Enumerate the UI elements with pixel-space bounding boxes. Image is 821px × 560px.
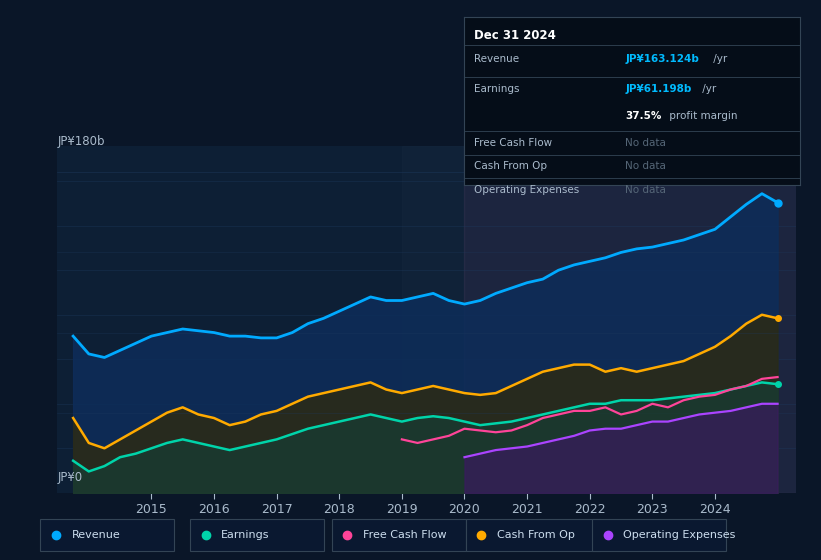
FancyBboxPatch shape	[332, 519, 466, 551]
Text: Earnings: Earnings	[222, 530, 270, 540]
FancyBboxPatch shape	[592, 519, 726, 551]
Text: JP¥0: JP¥0	[57, 472, 83, 484]
Text: Earnings: Earnings	[474, 84, 520, 94]
Text: Cash From Op: Cash From Op	[474, 161, 547, 171]
Text: JP¥61.198b: JP¥61.198b	[626, 84, 692, 94]
Bar	[465, 146, 809, 493]
FancyBboxPatch shape	[40, 519, 174, 551]
Text: Revenue: Revenue	[71, 530, 121, 540]
Text: Revenue: Revenue	[474, 54, 519, 64]
Text: /yr: /yr	[709, 54, 727, 64]
Text: /yr: /yr	[699, 84, 717, 94]
Text: Operating Expenses: Operating Expenses	[474, 185, 579, 195]
Text: profit margin: profit margin	[666, 111, 737, 121]
Text: 37.5%: 37.5%	[626, 111, 662, 121]
Text: Dec 31 2024: Dec 31 2024	[474, 29, 556, 41]
Text: JP¥163.124b: JP¥163.124b	[626, 54, 699, 64]
Text: No data: No data	[626, 138, 667, 148]
FancyBboxPatch shape	[466, 519, 599, 551]
Text: Cash From Op: Cash From Op	[498, 530, 575, 540]
Text: Free Cash Flow: Free Cash Flow	[363, 530, 447, 540]
Bar	[401, 146, 465, 493]
Text: Free Cash Flow: Free Cash Flow	[474, 138, 552, 148]
Text: No data: No data	[626, 161, 667, 171]
Text: JP¥180b: JP¥180b	[57, 136, 105, 148]
FancyBboxPatch shape	[190, 519, 323, 551]
Text: Operating Expenses: Operating Expenses	[623, 530, 736, 540]
Text: No data: No data	[626, 185, 667, 195]
